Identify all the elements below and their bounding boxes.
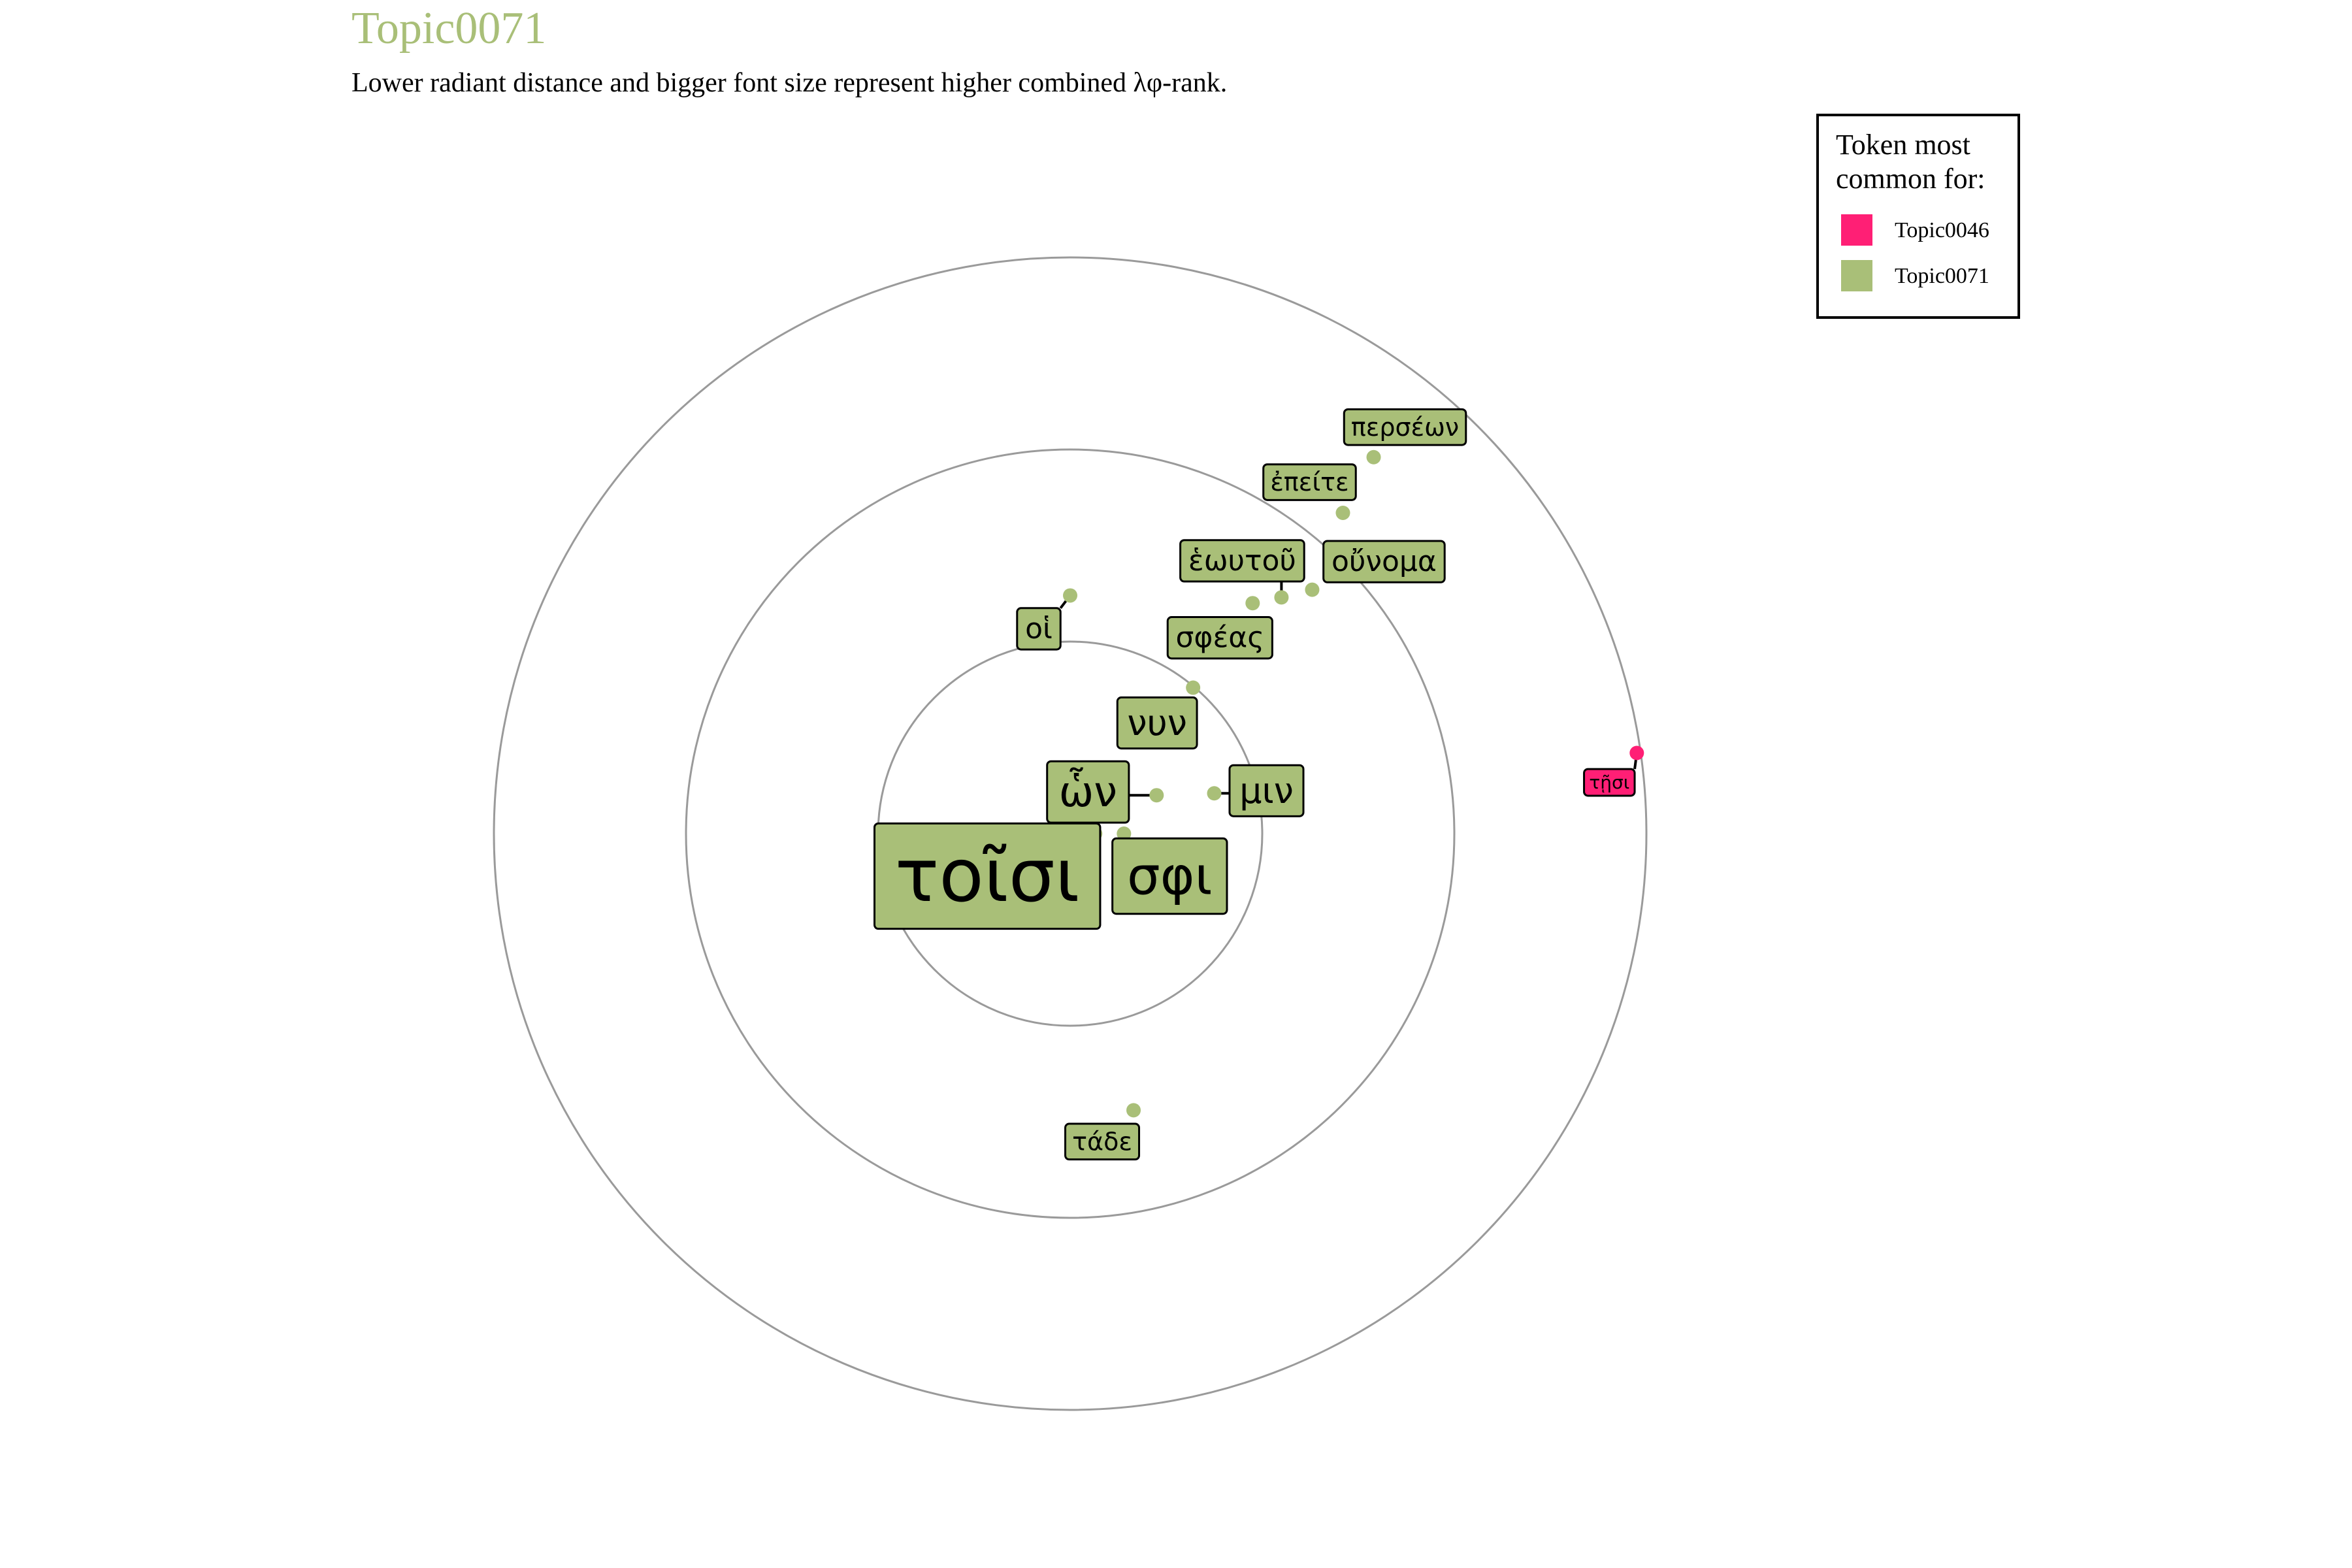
token-label-box <box>1046 760 1130 824</box>
chart-subtitle: Lower radiant distance and bigger font s… <box>351 68 1227 98</box>
token-label-text: οἱ <box>1025 612 1053 645</box>
token-point <box>1305 582 1320 597</box>
token-point <box>1126 1103 1141 1118</box>
token-label: ὧν <box>1046 760 1130 824</box>
token-label-box <box>1116 696 1198 750</box>
token-label: ἑωυτοῦ <box>1179 539 1305 583</box>
token-point <box>1186 680 1201 695</box>
token-label-text: σφι <box>1127 846 1213 907</box>
legend-swatch-topic0071 <box>1841 260 1872 291</box>
legend: Token most common for: Topic0046 Topic00… <box>1816 114 2020 319</box>
token-label-box <box>1262 463 1357 501</box>
token-label-box <box>1228 764 1305 817</box>
token-label-text: μιν <box>1239 770 1294 811</box>
token-point <box>1245 596 1260 611</box>
legend-title-line-1: Token most <box>1836 129 1970 161</box>
token-point <box>1063 588 1077 603</box>
token-label-box <box>1179 539 1305 583</box>
token-point <box>1117 826 1132 841</box>
token-label: τάδε <box>1064 1122 1141 1161</box>
radial-ring-2 <box>685 448 1456 1219</box>
token-label-text: ἑωυτοῦ <box>1188 544 1296 578</box>
legend-label-topic0046: Topic0046 <box>1895 218 1989 242</box>
token-label-text: σφέας <box>1176 621 1265 655</box>
token-label: μιν <box>1228 764 1305 817</box>
token-point <box>1335 506 1350 521</box>
token-point <box>1207 786 1222 801</box>
chart-title: Topic0071 <box>351 3 546 54</box>
token-label: οἱ <box>1016 607 1062 651</box>
token-label: τῇσι <box>1583 768 1636 797</box>
token-label: ἐπείτε <box>1262 463 1357 501</box>
token-label: νυν <box>1116 696 1198 750</box>
token-label-text: ἐπείτε <box>1270 468 1348 497</box>
token-point <box>1366 449 1381 465</box>
radial-grid <box>493 256 1648 1411</box>
token-label-box <box>1343 408 1467 446</box>
token-label-box <box>1064 1122 1141 1161</box>
token-point <box>1149 788 1164 803</box>
token-label: οὔνομα <box>1322 540 1446 583</box>
token-label-text: τάδε <box>1072 1127 1132 1156</box>
legend-label-topic0071: Topic0071 <box>1895 264 1989 288</box>
token-label-box <box>1583 768 1636 797</box>
token-point <box>1629 745 1644 760</box>
token-label-box <box>1166 616 1273 660</box>
legend-swatch-topic0046 <box>1841 214 1872 246</box>
token-label: τοῖσι <box>873 822 1102 930</box>
token-label-text: περσέων <box>1351 413 1459 442</box>
token-point <box>1274 590 1289 605</box>
token-label: σφέας <box>1166 616 1273 660</box>
token-label-text: οὔνομα <box>1331 545 1437 578</box>
legend-title-line-2: common for: <box>1836 163 1985 195</box>
radial-ring-3 <box>493 256 1648 1411</box>
token-label-text: ὧν <box>1059 767 1117 817</box>
token-label-text: νυν <box>1127 702 1187 743</box>
token-label-box <box>1322 540 1446 583</box>
label-leader-lines <box>1059 581 1639 797</box>
token-label: περσέων <box>1343 408 1467 446</box>
token-label-box <box>1111 837 1228 915</box>
token-label-text: τοῖσι <box>895 834 1080 919</box>
token-label-box <box>1016 607 1062 651</box>
token-label-text: τῇσι <box>1589 772 1629 793</box>
token-label-box <box>873 822 1102 930</box>
token-label: σφι <box>1111 837 1228 915</box>
